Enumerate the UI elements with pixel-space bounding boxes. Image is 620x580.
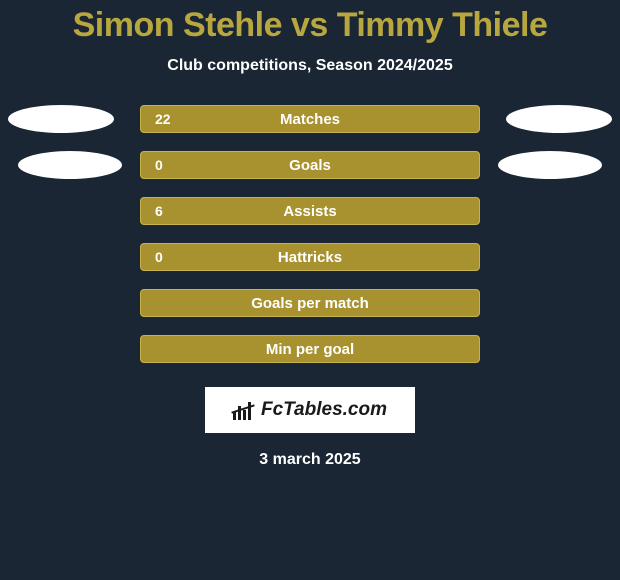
stat-label: Assists: [141, 203, 479, 220]
generated-date: 3 march 2025: [259, 451, 360, 469]
stat-bar: 22 Matches: [140, 105, 480, 133]
fctables-logo: FcTables.com: [205, 387, 415, 433]
stat-row-min-per-goal: Min per goal: [0, 335, 620, 363]
stat-row-hattricks: 0 Hattricks: [0, 243, 620, 271]
comparison-title: Simon Stehle vs Timmy Thiele: [73, 6, 548, 45]
stat-bar: Goals per match: [140, 289, 480, 317]
stat-bar: 6 Assists: [140, 197, 480, 225]
stats-area: 22 Matches 0 Goals 6 Assists 0 Hattricks: [0, 105, 620, 381]
stat-row-matches: 22 Matches: [0, 105, 620, 133]
stat-bar: Min per goal: [140, 335, 480, 363]
stat-value-left: 0: [155, 249, 163, 265]
stat-label: Min per goal: [141, 341, 479, 358]
stat-value-left: 22: [155, 111, 171, 127]
stat-bar: 0 Goals: [140, 151, 480, 179]
stat-label: Matches: [141, 111, 479, 128]
stat-label: Hattricks: [141, 249, 479, 266]
stat-label: Goals: [141, 157, 479, 174]
comparison-subtitle: Club competitions, Season 2024/2025: [167, 57, 452, 75]
stat-bar: 0 Hattricks: [140, 243, 480, 271]
logo-text: FcTables.com: [261, 399, 387, 421]
stat-label: Goals per match: [141, 295, 479, 312]
stat-row-goals-per-match: Goals per match: [0, 289, 620, 317]
stat-value-left: 6: [155, 203, 163, 219]
stat-row-assists: 6 Assists: [0, 197, 620, 225]
barchart-icon: [233, 400, 255, 420]
stat-value-left: 0: [155, 157, 163, 173]
stat-row-goals: 0 Goals: [0, 151, 620, 179]
